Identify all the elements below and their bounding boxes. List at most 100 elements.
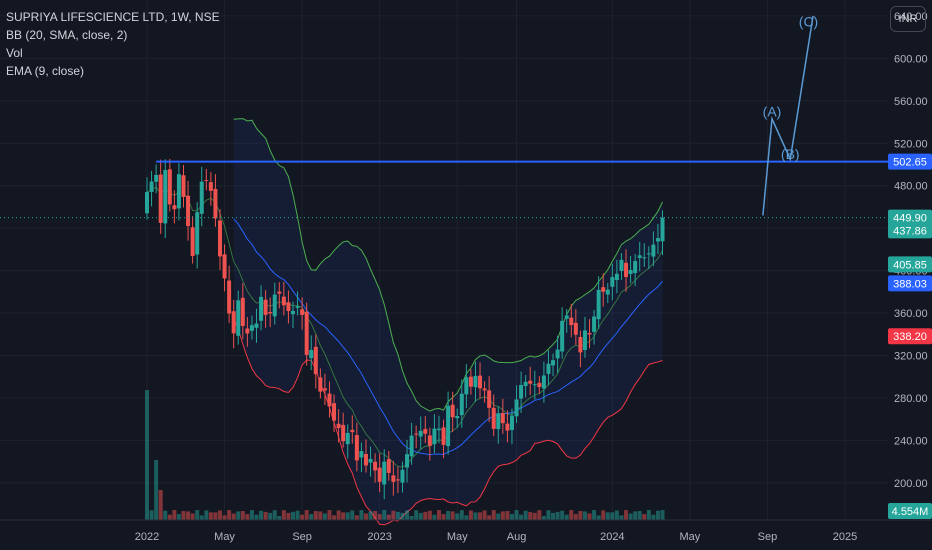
volume-bar: [455, 513, 460, 520]
candle-body: [213, 188, 218, 219]
candle-body: [154, 174, 159, 182]
candle-body: [240, 297, 245, 327]
volume-badge-label: 4.554M: [892, 506, 929, 518]
volume-bar: [213, 512, 218, 520]
volume-bar: [582, 511, 587, 520]
volume-bar: [578, 511, 583, 520]
price-badge-label: 338.20: [893, 331, 927, 343]
candle-body: [505, 423, 510, 431]
candle-body: [528, 380, 533, 384]
volume-bar: [313, 511, 318, 520]
candle-body: [509, 415, 514, 431]
volume-bar: [414, 510, 419, 520]
volume-bar: [254, 514, 259, 520]
volume-bar: [505, 511, 510, 520]
candle-body: [363, 454, 368, 466]
volume-bar: [163, 510, 168, 520]
symbol-title[interactable]: SUPRIYA LIFESCIENCE LTD, 1W, NSE: [6, 10, 220, 24]
candle-body: [605, 289, 610, 295]
volume-bar: [610, 512, 615, 520]
candle-body: [614, 273, 619, 281]
volume-bar: [464, 515, 469, 520]
volume-bar: [637, 511, 642, 520]
volume-bar: [391, 510, 396, 520]
candle-body: [295, 306, 300, 308]
candle-body: [601, 287, 606, 292]
volume-bar: [523, 510, 528, 520]
x-tick-label: May: [447, 531, 468, 543]
price-badge-label: 388.03: [893, 278, 927, 290]
volume-bar: [195, 510, 200, 520]
volume-bar: [514, 510, 519, 520]
candle-body: [332, 403, 337, 421]
wave-label-2: (C): [799, 14, 818, 30]
x-tick-label: 2025: [833, 531, 857, 543]
indicator-bb[interactable]: BB (20, SMA, close, 2): [6, 28, 128, 42]
candle-body: [569, 317, 574, 326]
x-tick-label: May: [214, 531, 235, 543]
volume-bar: [418, 512, 423, 520]
volume-bar: [368, 511, 373, 520]
candle-body: [519, 385, 524, 399]
candle-body: [555, 349, 560, 359]
candle-body: [619, 259, 624, 271]
volume-bar: [359, 510, 364, 520]
candle-body: [386, 459, 391, 473]
candle-body: [587, 332, 592, 335]
candle-body: [582, 330, 587, 351]
candle-body: [163, 169, 168, 224]
candle-body: [514, 399, 519, 417]
y-tick-label: 640.00: [894, 11, 928, 23]
candle-body: [281, 296, 286, 306]
volume-bar: [167, 514, 172, 520]
indicator-ema[interactable]: EMA (9, close): [6, 64, 85, 78]
candle-body: [523, 381, 528, 386]
candle-body: [286, 302, 291, 312]
volume-bar: [528, 511, 533, 520]
candle-body: [624, 262, 629, 277]
candle-body: [217, 220, 222, 257]
candle-body: [254, 323, 259, 328]
volume-bar: [300, 514, 305, 520]
volume-bar: [222, 515, 227, 520]
candle-body: [423, 429, 428, 434]
candle-body: [167, 169, 172, 205]
candle-body: [190, 227, 195, 256]
volume-bar: [564, 514, 569, 520]
candle-body: [313, 346, 318, 375]
candle-body: [204, 180, 209, 182]
candle-body: [181, 175, 186, 197]
wave-label-0: (A): [763, 104, 782, 120]
candle-body: [149, 181, 154, 192]
candle-body: [496, 413, 501, 430]
volume-bar: [272, 510, 277, 520]
volume-bar: [537, 510, 542, 520]
candle-body: [537, 382, 542, 388]
volume-bar: [569, 510, 574, 520]
candle-body: [382, 461, 387, 485]
volume-bar: [423, 511, 428, 520]
volume-bar: [551, 512, 556, 520]
candle-body: [637, 255, 642, 258]
candle-body: [578, 337, 583, 353]
bb-band-fill: [233, 118, 663, 525]
volume-bar: [281, 510, 286, 520]
candle-body: [368, 458, 373, 463]
volume-bar: [619, 515, 624, 520]
volume-bar: [240, 511, 245, 520]
x-tick-label: Sep: [292, 531, 312, 543]
candle-body: [391, 475, 396, 482]
candle-body: [268, 312, 273, 314]
indicator-vol[interactable]: Vol: [6, 46, 23, 60]
volume-bar: [482, 510, 487, 520]
candle-body: [551, 360, 556, 366]
candle-body: [459, 393, 464, 416]
candle-body: [446, 405, 451, 447]
candle-body: [409, 435, 414, 457]
currency-button[interactable]: INR: [890, 6, 926, 32]
candle-body: [227, 280, 232, 314]
volume-bar: [268, 512, 273, 520]
candle-body: [395, 479, 400, 481]
volume-bar: [217, 510, 222, 520]
